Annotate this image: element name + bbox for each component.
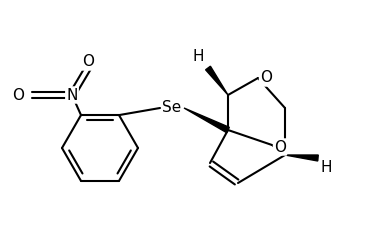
Text: Se: Se [162, 100, 182, 116]
Text: N: N [66, 88, 78, 103]
Polygon shape [184, 108, 229, 133]
Polygon shape [206, 66, 228, 95]
Text: H: H [320, 160, 332, 175]
Text: O: O [274, 140, 286, 154]
Polygon shape [285, 155, 318, 161]
Text: O: O [82, 55, 94, 69]
Text: O: O [12, 88, 24, 103]
Text: H: H [193, 49, 204, 64]
Text: O: O [260, 71, 272, 86]
